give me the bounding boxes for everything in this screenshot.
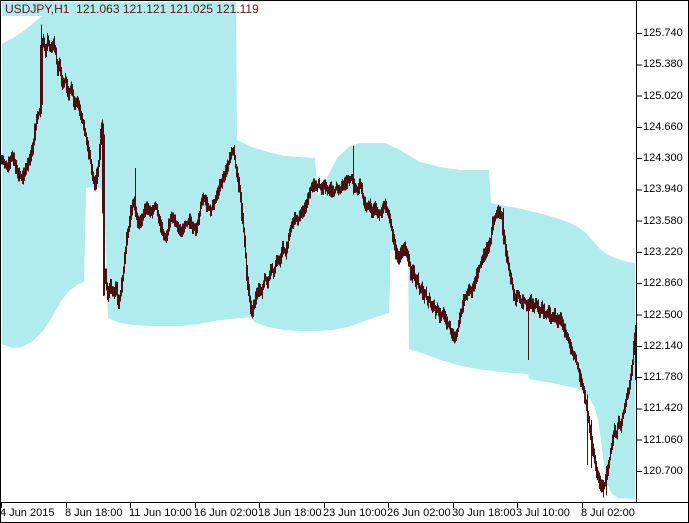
price-axis-label: 121.780 [643,371,683,384]
price-axis-label: 121.060 [643,433,683,446]
price-axis-label: 123.940 [643,183,683,196]
price-axis-label: 125.020 [643,89,683,102]
time-axis-label: 3 Jul 10:00 [516,507,570,519]
ohlc-values: 121.063 121.121 121.025 121.119 [76,2,259,16]
price-axis-label: 122.140 [643,339,683,352]
price-axis-label: 125.380 [643,58,683,71]
candlesticks [2,24,637,498]
time-axis-label: 11 Jun 10:00 [129,507,192,519]
indicator-band [2,2,635,499]
price-axis-label: 124.300 [643,152,683,165]
time-axis-label: 30 Jun 18:00 [452,507,516,519]
time-axis-label: 16 Jun 02:00 [194,507,258,519]
price-axis-label: 122.860 [643,277,683,290]
symbol-period-label: USDJPY,H1 [5,2,70,16]
price-axis-label: 122.500 [643,308,683,321]
time-axis-label: 8 Jul 02:00 [581,507,635,519]
time-axis-label: 4 Jun 2015 [0,507,55,519]
price-axis-label: 121.420 [643,402,683,415]
time-axis-label: 23 Jun 10:00 [323,507,387,519]
time-axis-label: 26 Jun 02:00 [387,507,451,519]
chart-title: USDJPY,H1 121.063 121.121 121.025 121.11… [5,2,259,16]
time-axis-label: 8 Jun 18:00 [65,507,123,519]
price-axis-label: 124.660 [643,120,683,133]
price-axis-label: 120.700 [643,464,683,477]
price-axis-label: 125.740 [643,27,683,39]
price-axis-label: 123.220 [643,245,683,258]
axes [0,1,689,508]
price-axis-label: 123.580 [643,214,683,227]
time-axis-label: 18 Jun 18:00 [258,507,322,519]
